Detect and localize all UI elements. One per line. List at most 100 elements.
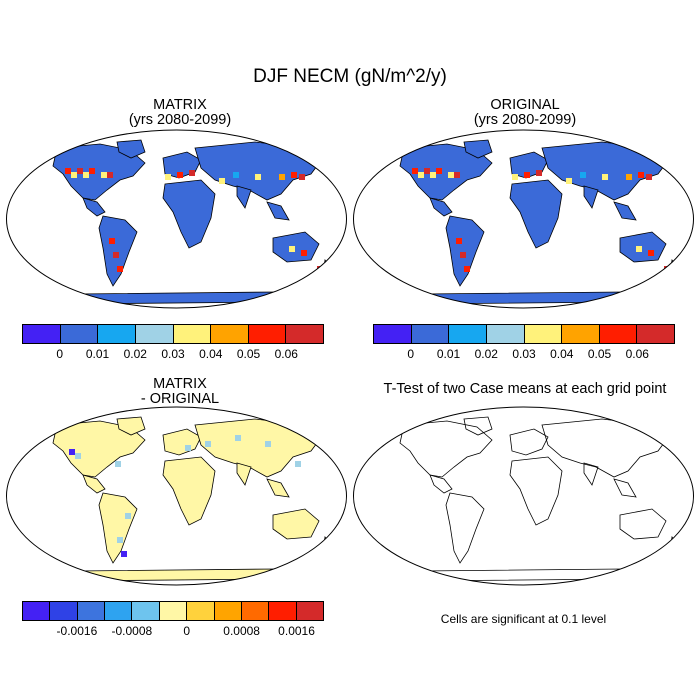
grid-cell [424, 168, 430, 174]
map-panel-ttest [353, 406, 694, 586]
landmass [272, 231, 320, 263]
colorbar-swatch [23, 602, 51, 620]
grid-cell [448, 172, 454, 178]
landmass [194, 141, 324, 201]
grid-cell [460, 252, 466, 258]
colorbar-tick-label: 0.04 [199, 347, 223, 361]
grid-cell [602, 174, 608, 180]
grid-cell [101, 172, 107, 178]
grid-cell [566, 178, 572, 184]
colorbar-swatch [562, 325, 600, 343]
landmass [98, 215, 138, 287]
colorbar-original [373, 324, 675, 344]
landmass [194, 418, 324, 478]
colorbar-swatch [135, 325, 174, 343]
colorbar-tick-label: 0 [407, 347, 415, 361]
colorbar-tick-label: 0.05 [236, 347, 261, 361]
grid-cell [301, 250, 307, 256]
colorbar-swatch [60, 325, 99, 343]
landmass [162, 179, 216, 249]
landmass [399, 420, 493, 478]
landmass [116, 139, 146, 159]
figure-title: DJF NECM (gN/m^2/y) [253, 66, 447, 87]
panel-title-line2: - ORIGINAL [140, 391, 220, 407]
grid-cell [512, 174, 518, 180]
colorbar-swatch [187, 602, 215, 620]
grid-cell [109, 238, 115, 244]
grid-cell [117, 266, 123, 272]
colorbar-difference [22, 601, 324, 621]
grid-cell [125, 513, 131, 519]
landmass [162, 456, 216, 526]
landmass [98, 492, 138, 564]
colorbar-swatch [449, 325, 487, 343]
landmass [82, 197, 106, 217]
colorbar-swatch [23, 325, 61, 343]
colorbar-tick-label: -0.0008 [111, 624, 153, 638]
grid-cell [626, 174, 632, 180]
map-border [353, 129, 694, 309]
landmass [669, 258, 679, 275]
colorbar-tick-label: 0.02 [474, 347, 498, 361]
colorbar-tick-label: 0.04 [550, 347, 574, 361]
colorbar-tick-label: 0.01 [85, 347, 110, 361]
grid-cell [71, 172, 77, 178]
grid-cell [189, 170, 195, 176]
grid-cell [524, 172, 530, 178]
panel-title-difference: MATRIX - ORIGINAL [80, 377, 280, 407]
colorbar-swatch [105, 602, 133, 620]
significance-note: Cells are significant at 0.1 level [440, 612, 607, 626]
panel-title-line1: MATRIX [153, 376, 207, 392]
grid-cell [430, 172, 436, 178]
grid-cell [289, 246, 295, 252]
grid-cell [638, 172, 644, 178]
grid-cell [233, 172, 239, 178]
colorbar-tick-label: 0.0008 [223, 624, 260, 638]
landmass [445, 492, 485, 564]
grid-cell [165, 174, 171, 180]
colorbar-swatch [241, 602, 270, 620]
grid-cell [299, 174, 305, 180]
colorbar-swatch [214, 602, 242, 620]
landmass [619, 231, 667, 263]
panel-title-line2: (yrs 2080-2099) [128, 112, 232, 128]
colorbar-swatch [411, 325, 450, 343]
grid-cell [107, 172, 113, 178]
colorbar-swatch [286, 325, 323, 343]
panel-title-line1: ORIGINAL [490, 97, 560, 113]
landmass [541, 141, 671, 201]
colorbar-swatch [269, 602, 297, 620]
grid-cell [121, 551, 127, 557]
map-panel-matrix [6, 129, 347, 309]
colorbar-tick-label: 0.06 [274, 347, 298, 361]
colorbar-tick-label: 0.05 [587, 347, 612, 361]
grid-cell [454, 172, 460, 178]
landmass [322, 258, 332, 275]
colorbar-swatch [211, 325, 249, 343]
landmass [509, 428, 549, 456]
grid-cell [89, 168, 95, 174]
colorbar-tick-label: 0.03 [161, 347, 185, 361]
colorbar-tick-label: 0.01 [436, 347, 461, 361]
landmass [162, 428, 202, 456]
grid-cell [291, 172, 297, 178]
grid-cell [235, 435, 241, 441]
colorbar-difference-labels: -0.0016 -0.0008 0 0.0008 0.0016 [22, 624, 324, 640]
landmass [541, 418, 671, 478]
landmass [82, 474, 106, 494]
landmass [266, 478, 290, 498]
colorbar-swatch [98, 325, 136, 343]
grid-cell [464, 266, 470, 272]
map-panel-difference [6, 406, 347, 586]
grid-cell [219, 178, 225, 184]
grid-cell [636, 246, 642, 252]
colorbar-swatch [599, 325, 638, 343]
landmass [236, 462, 252, 486]
landmass [463, 416, 493, 436]
landmass [266, 201, 290, 221]
landmass [613, 478, 637, 498]
grid-cell [255, 174, 261, 180]
landmass [272, 508, 320, 540]
colorbar-tick-label: 0.0016 [278, 624, 315, 638]
grid-cell [580, 172, 586, 178]
